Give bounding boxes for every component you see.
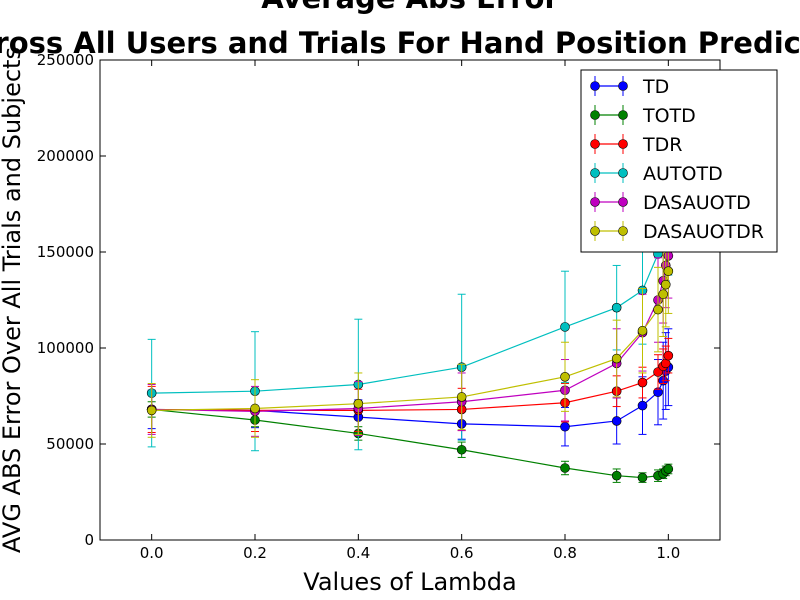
data-point-autotd [560,322,570,332]
data-point-tdr [663,350,674,361]
legend-label-dasauotd: DASAUOTD [643,192,751,214]
data-point-dasauotdr [637,325,648,336]
x-tick-label: 0.8 [553,544,577,562]
series-line-totd [151,408,669,479]
data-point-td [637,400,648,411]
data-point-totd [560,463,570,473]
data-point-dasauotdr [560,371,570,382]
legend-marker-totd [618,110,628,120]
data-point-td [560,421,570,432]
x-tick-label: 0.6 [450,544,474,562]
series-line-tdr [151,355,669,411]
series-tdr [146,337,674,433]
x-tick-label: 0.2 [243,544,267,562]
x-tick-label: 0.4 [346,544,370,562]
legend-box [580,69,778,253]
legend-marker-totd [590,110,600,120]
data-point-dasauotdr [250,403,260,414]
series-layer [146,159,674,483]
legend-marker-td [590,81,600,91]
legend-marker-dasauotd [618,197,628,207]
legend-label-dasauotdr: DASAUOTDR [643,221,764,243]
legend-label-td: TD [642,76,669,98]
chart-subtitle: Across All Users and Trials For Hand Pos… [0,26,800,60]
legend: TD TOTD TDR AUTOTD DASAUOTD DASAUOTDR [580,69,778,253]
y-axis: 0 50000 100000 150000 200000 250000 [37,51,720,549]
y-axis-label: AVG ABS Error Over All Trials and Subjec… [0,47,26,553]
legend-label-autotd: AUTOTD [643,163,723,185]
data-point-dasauotdr [660,279,671,290]
plot-frame [99,59,721,541]
y-tick-label: 200000 [37,147,94,165]
data-point-dasauotdr [653,304,663,315]
x-axis-label: Values of Lambda [303,568,516,596]
x-tick-label: 1.0 [656,544,680,562]
y-tick-label: 50000 [46,435,94,453]
legend-marker-dasauotd [590,197,600,207]
legend-marker-tdr [590,139,600,149]
data-point-dasauotdr [663,266,674,277]
data-point-dasauotdr [611,353,622,364]
legend-marker-dasauotdr [618,226,628,236]
data-point-dasauotdr [146,405,157,416]
legend-marker-tdr [618,139,628,149]
series-td [146,328,674,447]
series-totd [146,401,674,483]
x-axis: 0.0 0.2 0.4 0.6 0.8 1.0 [140,60,680,562]
data-point-tdr [637,377,648,388]
y-tick-label: 100000 [37,339,94,357]
data-point-td [611,416,622,426]
y-tick-label: 0 [84,531,94,549]
legend-marker-td [618,81,628,91]
chart-title: Average Abs Error [261,0,559,15]
series-dasauotdr [146,228,674,438]
legend-label-totd: TOTD [642,105,696,127]
y-tick-label: 250000 [37,51,94,69]
data-point-totd [456,444,467,455]
legend-label-tdr: TDR [642,134,682,156]
data-point-totd [637,472,648,483]
data-point-dasauotdr [353,398,364,409]
legend-marker-dasauotdr [590,226,600,236]
legend-marker-autotd [590,168,600,178]
legend-marker-autotd [618,168,628,178]
data-point-totd [663,464,674,474]
data-point-dasauotdr [456,392,467,402]
series-line-dasauotdr [151,271,669,411]
data-point-autotd [611,302,622,313]
data-point-dasauotdr [658,289,668,300]
x-tick-label: 0.0 [140,544,164,562]
data-point-totd [611,470,622,481]
series-line-dasauotd [151,255,669,412]
y-tick-label: 150000 [37,243,94,261]
